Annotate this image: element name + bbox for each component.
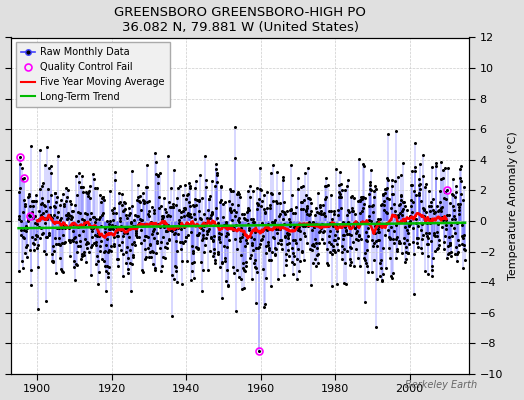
Text: Berkeley Earth: Berkeley Earth — [405, 380, 477, 390]
Legend: Raw Monthly Data, Quality Control Fail, Five Year Moving Average, Long-Term Tren: Raw Monthly Data, Quality Control Fail, … — [16, 42, 170, 107]
Y-axis label: Temperature Anomaly (°C): Temperature Anomaly (°C) — [508, 131, 518, 280]
Title: GREENSBORO GREENSBORO-HIGH PO
36.082 N, 79.881 W (United States): GREENSBORO GREENSBORO-HIGH PO 36.082 N, … — [114, 6, 366, 34]
